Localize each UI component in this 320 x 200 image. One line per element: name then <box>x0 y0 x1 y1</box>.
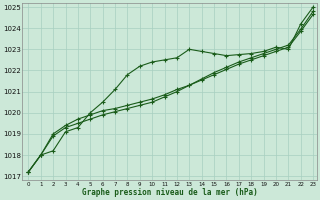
X-axis label: Graphe pression niveau de la mer (hPa): Graphe pression niveau de la mer (hPa) <box>82 188 257 197</box>
